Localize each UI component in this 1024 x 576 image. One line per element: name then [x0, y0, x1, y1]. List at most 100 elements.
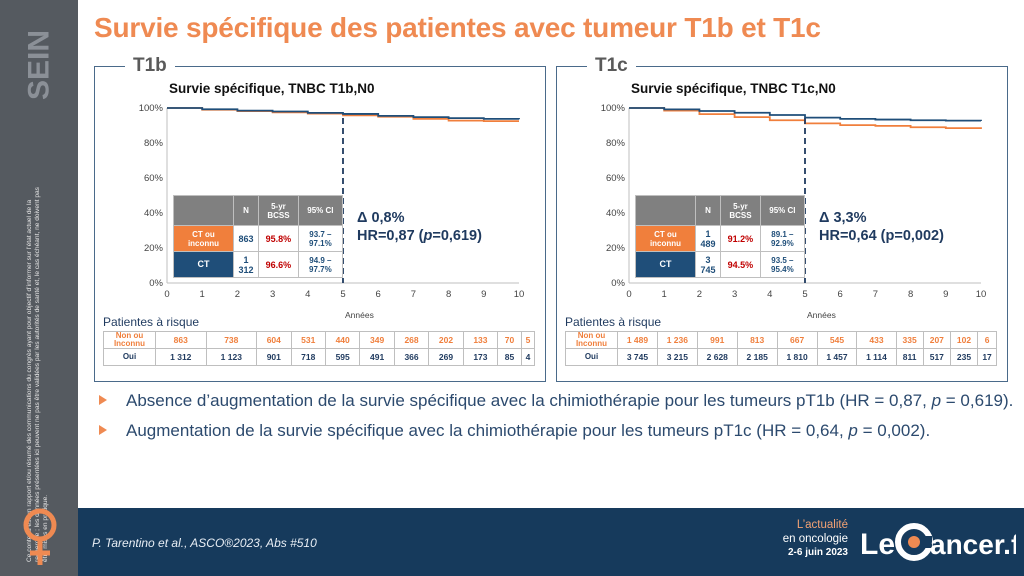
risk-cell: 531 [290, 331, 326, 349]
risk-cell: 595 [324, 348, 361, 366]
bullet-item: Augmentation de la survie spécifique ave… [96, 420, 1014, 441]
x-tick-label: 6 [376, 289, 381, 300]
plot-title: Survie spécifique, TNBC T1b,N0 [169, 81, 375, 96]
stats-n: 1 312 [232, 251, 260, 278]
stats-header-bcss: 5-yr BCSS [720, 195, 761, 226]
stats-header-ci: 95% CI [297, 195, 344, 226]
risk-cell: 1 810 [776, 348, 818, 366]
lecancer-logo: Le ancer.fr [860, 523, 1016, 561]
panel-t1b: T1b 0% 20% 40% 60% 80% 100% 0 1 2 3 4 5 6 7 8 9 10 Années… [94, 55, 546, 382]
y-tick-label: 100% [601, 103, 626, 114]
risk-cell: 1 312 [155, 348, 207, 366]
x-tick-label: 0 [626, 289, 631, 300]
venus-symbol-icon [23, 508, 57, 565]
risk-row-non: Non ou Inconnu 1 489 1 236 991 813 667 5… [565, 331, 997, 349]
panel-tag: T1c [587, 55, 636, 77]
risk-cell: 349 [359, 331, 395, 349]
stats-corner [635, 195, 696, 226]
stats-row-label: CT ou inconnu [173, 225, 234, 252]
delta-hr-block: Δ 3,3% HR=0,64 (p=0,002) [819, 209, 944, 245]
y-tick-label: 60% [606, 173, 626, 184]
risk-row-label: Oui [103, 348, 156, 366]
risk-table: Non ou Inconnu 863 738 604 531 440 349 2… [103, 331, 536, 366]
risk-title: Patientes à risque [103, 315, 200, 329]
stats-header-n: N [232, 195, 260, 226]
risk-cell: 207 [922, 331, 951, 349]
risk-cell: 901 [256, 348, 292, 366]
tagline-line: L’actualité [796, 519, 848, 531]
tagline-dates: 2-6 juin 2023 [787, 547, 848, 558]
stats-bcss: 96.6% [258, 251, 299, 278]
stats-header-ci: 95% CI [759, 195, 806, 226]
risk-row-oui: Oui 1 312 1 123 901 718 595 491 366 269 … [103, 348, 536, 366]
bullet-arrow-icon [99, 395, 107, 405]
svg-text:Le: Le [860, 528, 895, 561]
y-tick-label: 20% [606, 243, 626, 254]
x-tick-label: 1 [662, 289, 667, 300]
risk-cell: 17 [977, 348, 997, 366]
stats-table: N 5-yr BCSS 95% CI CT ou inconnu 1 489 9… [635, 195, 806, 278]
x-tick-label: 2 [697, 289, 702, 300]
risk-cell: 440 [324, 331, 361, 349]
risk-cell: 718 [290, 348, 326, 366]
conclusion-bullets: Absence d’augmentation de la survie spéc… [96, 390, 1014, 450]
risk-row-label: Non ou Inconnu [103, 331, 156, 349]
risk-cell: 366 [393, 348, 430, 366]
km-chart-t1b: 0% 20% 40% 60% 80% 100% 0 1 2 3 4 5 6 7 8 9 10 Années [139, 103, 525, 320]
y-tick-label: 80% [144, 138, 164, 149]
risk-cell: 5 [520, 331, 536, 349]
risk-cell: 3 215 [656, 348, 698, 366]
y-tick-label: 0% [149, 278, 163, 289]
risk-cell: 491 [359, 348, 395, 366]
risk-cell: 268 [393, 331, 430, 349]
risk-title: Patientes à risque [565, 315, 662, 329]
delta-value: Δ 0,8% [357, 210, 405, 226]
risk-cell: 3 745 [617, 348, 658, 366]
x-axis-label: Années [807, 310, 836, 320]
y-tick-label: 80% [606, 138, 626, 149]
x-tick-label: 10 [976, 289, 987, 300]
risk-cell: 70 [497, 331, 522, 349]
footer: P. Tarentino et al., ASCO®2023, Abs #510… [78, 508, 1024, 576]
x-tick-label: 8 [446, 289, 451, 300]
stats-bcss: 95.8% [258, 225, 299, 252]
risk-cell: 517 [922, 348, 951, 366]
hr-value: HR=0,87 (p=0,619) [357, 228, 482, 244]
stats-ci: 94.9 – 97.7% [297, 251, 344, 278]
delta-hr-block: Δ 0,8% HR=0,87 (p=0,619) [357, 209, 482, 245]
stats-ci: 93.5 – 95.4% [759, 251, 806, 278]
stats-row-label: CT ou inconnu [635, 225, 696, 252]
x-tick-label: 9 [481, 289, 486, 300]
risk-cell: 1 457 [816, 348, 858, 366]
risk-cell: 1 114 [856, 348, 897, 366]
hr-value: HR=0,64 (p=0,002) [819, 228, 944, 244]
x-tick-label: 1 [200, 289, 205, 300]
panel-t1c: T1c 0% 20% 40% 60% 80% 100% 0 1 2 3 4 5 6 7 8 9 10 Années… [556, 55, 1008, 382]
x-tick-label: 5 [802, 289, 807, 300]
sidebar-label-sein: SEIN [23, 30, 56, 100]
risk-cell: 667 [776, 331, 818, 349]
y-tick-label: 40% [606, 208, 626, 219]
bullet-arrow-icon [99, 425, 107, 435]
risk-cell: 1 123 [205, 348, 258, 366]
x-axis-label: Années [345, 310, 374, 320]
x-tick-label: 7 [411, 289, 416, 300]
risk-row-non: Non ou Inconnu 863 738 604 531 440 349 2… [103, 331, 536, 349]
x-tick-label: 3 [270, 289, 275, 300]
y-tick-label: 100% [139, 103, 164, 114]
x-tick-label: 5 [340, 289, 345, 300]
stats-header-n: N [694, 195, 722, 226]
y-tick-label: 0% [611, 278, 625, 289]
x-tick-label: 3 [732, 289, 737, 300]
x-tick-label: 2 [235, 289, 240, 300]
risk-cell: 102 [949, 331, 979, 349]
risk-cell: 738 [205, 331, 258, 349]
risk-cell: 85 [497, 348, 522, 366]
x-tick-label: 0 [164, 289, 169, 300]
plot-title: Survie spécifique, TNBC T1c,N0 [631, 81, 836, 96]
risk-cell: 545 [816, 331, 858, 349]
x-tick-label: 4 [305, 289, 310, 300]
risk-cell: 2 628 [696, 348, 738, 366]
footer-reference: P. Tarentino et al., ASCO®2023, Abs #510 [92, 536, 317, 550]
tagline-line: en oncologie [782, 533, 848, 545]
